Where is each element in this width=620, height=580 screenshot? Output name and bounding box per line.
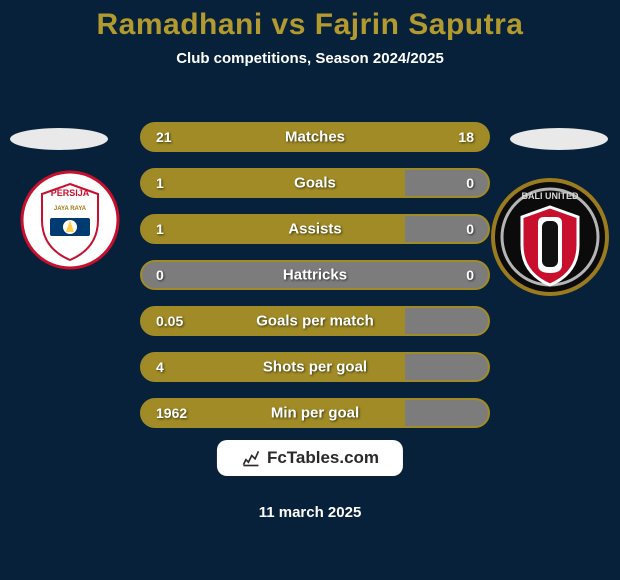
site-badge-label: FcTables.com [267, 448, 379, 468]
right-player-ellipse [510, 128, 608, 150]
right-club-badge: BALI UNITED [490, 177, 610, 297]
stat-label: Shots per goal [142, 359, 488, 376]
bali-united-logo-icon: BALI UNITED [490, 177, 610, 297]
stat-row: 1962Min per goal [140, 398, 490, 428]
comparison-card: Ramadhani vs Fajrin Saputra Club competi… [0, 0, 620, 580]
stat-row: 10Goals [140, 168, 490, 198]
stat-row: 00Hattricks [140, 260, 490, 290]
stat-label: Matches [142, 129, 488, 146]
stat-label: Hattricks [142, 267, 488, 284]
stat-row: 2118Matches [140, 122, 490, 152]
svg-text:PERSIJA: PERSIJA [51, 188, 90, 198]
persija-logo-icon: PERSIJA JAYA RAYA [20, 170, 120, 270]
left-club-badge: PERSIJA JAYA RAYA [20, 170, 120, 270]
date-label: 11 march 2025 [0, 504, 620, 521]
svg-text:BALI UNITED: BALI UNITED [522, 191, 579, 201]
page-title: Ramadhani vs Fajrin Saputra [0, 0, 620, 42]
stat-label: Min per goal [142, 405, 488, 422]
stat-label: Assists [142, 221, 488, 238]
stat-row: 10Assists [140, 214, 490, 244]
svg-text:JAYA RAYA: JAYA RAYA [54, 206, 87, 212]
stat-label: Goals [142, 175, 488, 192]
stat-label: Goals per match [142, 313, 488, 330]
left-player-ellipse [10, 128, 108, 150]
stat-row: 4Shots per goal [140, 352, 490, 382]
subtitle: Club competitions, Season 2024/2025 [0, 50, 620, 67]
stat-row: 0.05Goals per match [140, 306, 490, 336]
stats-panel: 2118Matches 10Goals 10Assists 00Hattricks 0.… [140, 122, 490, 444]
fctables-logo-icon [241, 448, 261, 468]
site-badge[interactable]: FcTables.com [217, 440, 403, 476]
